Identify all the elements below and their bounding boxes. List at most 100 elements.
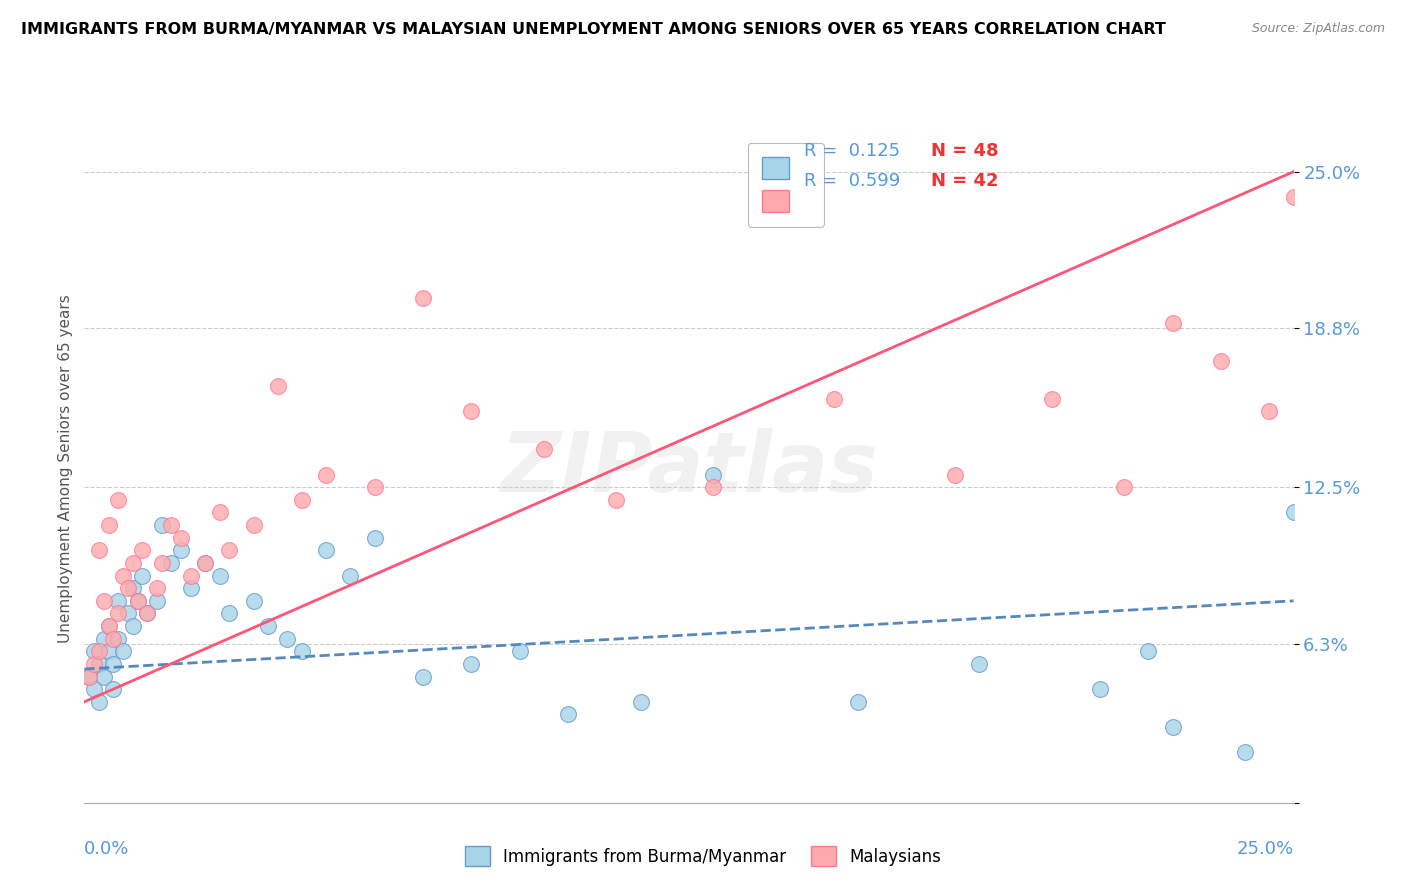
Point	[121, 619, 143, 633]
Point	[107, 492, 129, 507]
Point	[702, 467, 724, 482]
Point	[291, 492, 314, 507]
Point	[93, 594, 115, 608]
Point	[131, 568, 153, 582]
Point	[112, 644, 135, 658]
Y-axis label: Unemployment Among Seniors over 65 years: Unemployment Among Seniors over 65 years	[58, 294, 73, 642]
Point	[702, 480, 724, 494]
Point	[150, 518, 173, 533]
Point	[1282, 506, 1305, 520]
Point	[127, 594, 149, 608]
Point	[136, 607, 159, 621]
Point	[460, 404, 482, 418]
Point	[107, 594, 129, 608]
Point	[1234, 745, 1257, 759]
Point	[276, 632, 298, 646]
Point	[509, 644, 531, 658]
Point	[160, 518, 183, 533]
Point	[557, 707, 579, 722]
Text: R =  0.599: R = 0.599	[804, 171, 900, 190]
Point	[339, 568, 361, 582]
Point	[257, 619, 280, 633]
Point	[83, 657, 105, 671]
Point	[170, 531, 193, 545]
Point	[127, 594, 149, 608]
Point	[218, 543, 240, 558]
Point	[103, 657, 125, 671]
Point	[112, 568, 135, 582]
Point	[180, 568, 202, 582]
Point	[121, 581, 143, 595]
Point	[131, 543, 153, 558]
Point	[533, 442, 555, 457]
Point	[146, 581, 169, 595]
Legend:  ,  : ,	[748, 143, 824, 227]
Point	[208, 568, 231, 582]
Point	[1161, 720, 1184, 734]
Point	[160, 556, 183, 570]
Point	[77, 669, 100, 683]
Point	[93, 669, 115, 683]
Point	[412, 669, 434, 683]
Point	[87, 543, 110, 558]
Point	[315, 467, 337, 482]
Text: Source: ZipAtlas.com: Source: ZipAtlas.com	[1251, 22, 1385, 36]
Point	[208, 506, 231, 520]
Point	[194, 556, 217, 570]
Point	[146, 594, 169, 608]
Point	[1161, 316, 1184, 330]
Point	[630, 695, 652, 709]
Point	[1282, 190, 1305, 204]
Point	[107, 607, 129, 621]
Text: 25.0%: 25.0%	[1236, 839, 1294, 857]
Text: 0.0%: 0.0%	[84, 839, 129, 857]
Text: N = 48: N = 48	[931, 142, 998, 160]
Point	[170, 543, 193, 558]
Point	[242, 518, 264, 533]
Point	[87, 695, 110, 709]
Point	[117, 607, 139, 621]
Text: IMMIGRANTS FROM BURMA/MYANMAR VS MALAYSIAN UNEMPLOYMENT AMONG SENIORS OVER 65 YE: IMMIGRANTS FROM BURMA/MYANMAR VS MALAYSI…	[21, 22, 1166, 37]
Point	[823, 392, 845, 406]
Point	[136, 607, 159, 621]
Point	[83, 644, 105, 658]
Point	[93, 632, 115, 646]
Point	[412, 291, 434, 305]
Point	[103, 632, 125, 646]
Point	[943, 467, 966, 482]
Point	[967, 657, 990, 671]
Point	[291, 644, 314, 658]
Point	[97, 619, 120, 633]
Point	[460, 657, 482, 671]
Point	[87, 644, 110, 658]
Point	[87, 657, 110, 671]
Point	[1088, 682, 1111, 697]
Point	[1114, 480, 1136, 494]
Point	[605, 492, 627, 507]
Text: R =  0.125: R = 0.125	[804, 142, 900, 160]
Text: N = 42: N = 42	[931, 171, 998, 190]
Point	[363, 531, 385, 545]
Point	[103, 682, 125, 697]
Point	[77, 669, 100, 683]
Point	[107, 632, 129, 646]
Point	[315, 543, 337, 558]
Point	[83, 682, 105, 697]
Point	[363, 480, 385, 494]
Point	[121, 556, 143, 570]
Point	[1258, 404, 1281, 418]
Point	[117, 581, 139, 595]
Text: ZIPatlas: ZIPatlas	[501, 428, 877, 508]
Point	[194, 556, 217, 570]
Point	[1209, 354, 1232, 368]
Legend: Immigrants from Burma/Myanmar, Malaysians: Immigrants from Burma/Myanmar, Malaysian…	[457, 838, 949, 875]
Point	[242, 594, 264, 608]
Point	[97, 619, 120, 633]
Point	[97, 518, 120, 533]
Point	[97, 644, 120, 658]
Point	[846, 695, 869, 709]
Point	[150, 556, 173, 570]
Point	[218, 607, 240, 621]
Point	[1040, 392, 1063, 406]
Point	[267, 379, 290, 393]
